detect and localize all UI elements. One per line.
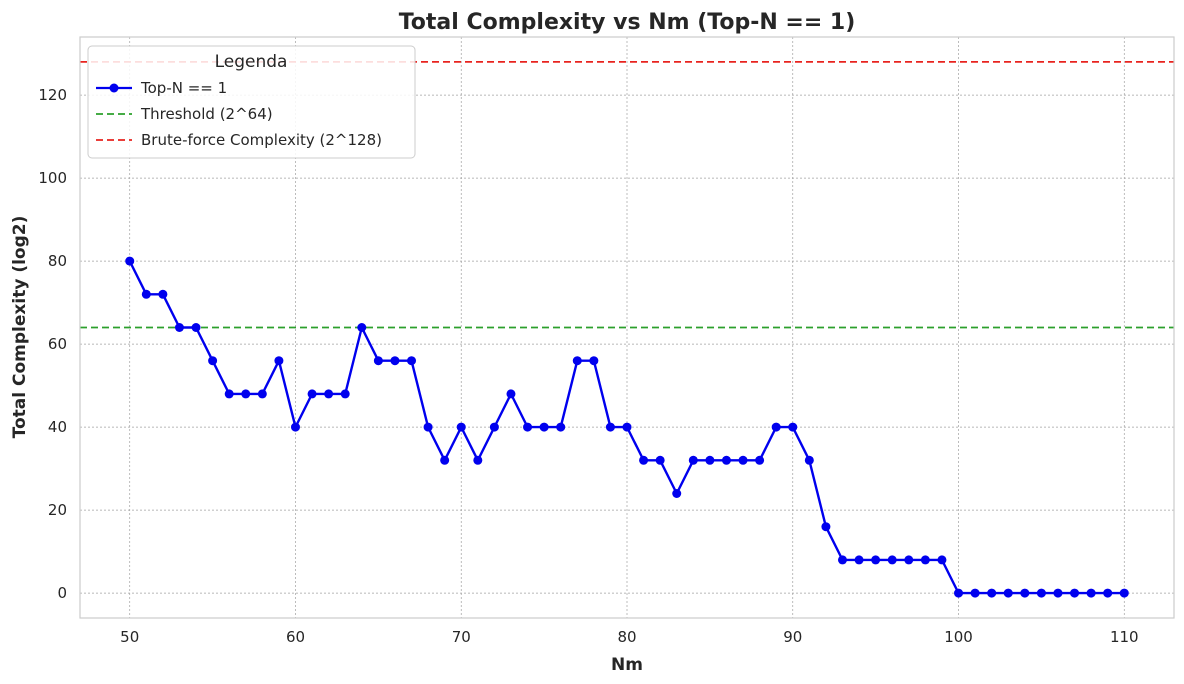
data-point: [904, 555, 914, 565]
data-point: [307, 389, 317, 399]
data-point: [141, 289, 151, 299]
data-point: [357, 323, 367, 332]
data-point: [158, 289, 168, 299]
data-point: [920, 555, 930, 565]
data-point: [456, 422, 466, 432]
data-point: [1103, 588, 1113, 598]
y-tick-label: 100: [38, 169, 67, 187]
data-point: [837, 555, 847, 565]
data-point: [589, 356, 599, 366]
data-point: [871, 555, 881, 565]
data-point: [473, 455, 483, 465]
data-point: [622, 422, 632, 432]
legend-label-series: Top-N == 1: [140, 79, 227, 97]
y-tick-label: 80: [48, 252, 67, 270]
data-point: [125, 256, 135, 266]
data-point: [705, 455, 715, 465]
data-point: [1070, 588, 1080, 598]
data-point: [1003, 588, 1013, 598]
data-point: [373, 356, 383, 366]
data-point: [970, 588, 980, 598]
data-point: [887, 555, 897, 565]
x-tick-label: 80: [617, 628, 636, 646]
data-point: [340, 389, 350, 399]
data-point: [572, 356, 582, 366]
data-point: [423, 422, 433, 432]
data-point: [1053, 588, 1063, 598]
data-point: [191, 323, 201, 332]
data-point: [639, 455, 649, 465]
data-point: [1036, 588, 1046, 598]
series-layer: [125, 256, 1129, 598]
legend-swatch-marker: [109, 83, 119, 93]
data-point: [440, 455, 450, 465]
data-point: [937, 555, 947, 565]
x-tick-label: 100: [944, 628, 973, 646]
data-point: [987, 588, 997, 598]
data-point: [738, 455, 748, 465]
data-point: [1020, 588, 1030, 598]
x-axis-label: Nm: [611, 655, 643, 675]
data-point: [954, 588, 964, 598]
plot-frame: [79, 36, 1175, 619]
data-point: [1086, 588, 1096, 598]
data-point: [523, 422, 533, 432]
data-point: [556, 422, 566, 432]
data-point: [241, 389, 251, 399]
data-point: [605, 422, 615, 432]
x-tick-label: 70: [452, 628, 471, 646]
data-point: [489, 422, 499, 432]
data-point: [208, 356, 218, 366]
y-tick-label: 60: [48, 335, 67, 353]
data-point: [324, 389, 334, 399]
data-point: [274, 356, 284, 366]
chart-title: Total Complexity vs Nm (Top-N == 1): [399, 10, 856, 35]
data-point: [771, 422, 781, 432]
data-point: [506, 389, 516, 399]
y-axis-label: Total Complexity (log2): [10, 216, 30, 439]
x-tick-label: 110: [1110, 628, 1139, 646]
data-point: [788, 422, 798, 432]
data-point: [1119, 588, 1129, 598]
x-tick-label: 90: [783, 628, 802, 646]
x-tick-labels: 50 60 70 80 90 100 110: [120, 628, 1138, 646]
y-tick-label: 40: [48, 418, 67, 436]
data-point: [755, 455, 765, 465]
legend-label-threshold: Threshold (2^64): [140, 105, 273, 123]
data-point: [407, 356, 417, 366]
data-point: [672, 489, 682, 498]
x-tick-label: 60: [286, 628, 305, 646]
y-tick-label: 0: [57, 584, 67, 602]
data-point: [655, 455, 665, 465]
legend-label-brute-force: Brute-force Complexity (2^128): [141, 131, 382, 149]
data-point: [721, 455, 731, 465]
data-point: [804, 455, 814, 465]
data-point: [539, 422, 549, 432]
data-point: [821, 522, 831, 532]
data-point: [390, 356, 400, 366]
data-point: [688, 455, 698, 465]
data-point: [174, 323, 184, 332]
y-tick-label: 120: [38, 86, 67, 104]
data-point: [224, 389, 234, 399]
data-point: [257, 389, 267, 399]
legend-box: [87, 45, 416, 159]
data-point: [854, 555, 864, 565]
data-point: [290, 422, 300, 432]
legend-title: Legenda: [215, 52, 288, 72]
y-tick-label: 20: [48, 501, 67, 519]
x-tick-label: 50: [120, 628, 139, 646]
legend: Legenda Top-N == 1 Threshold (2^64) Brut…: [87, 45, 416, 159]
y-tick-labels: 0 20 40 60 80 100 120: [38, 86, 67, 602]
